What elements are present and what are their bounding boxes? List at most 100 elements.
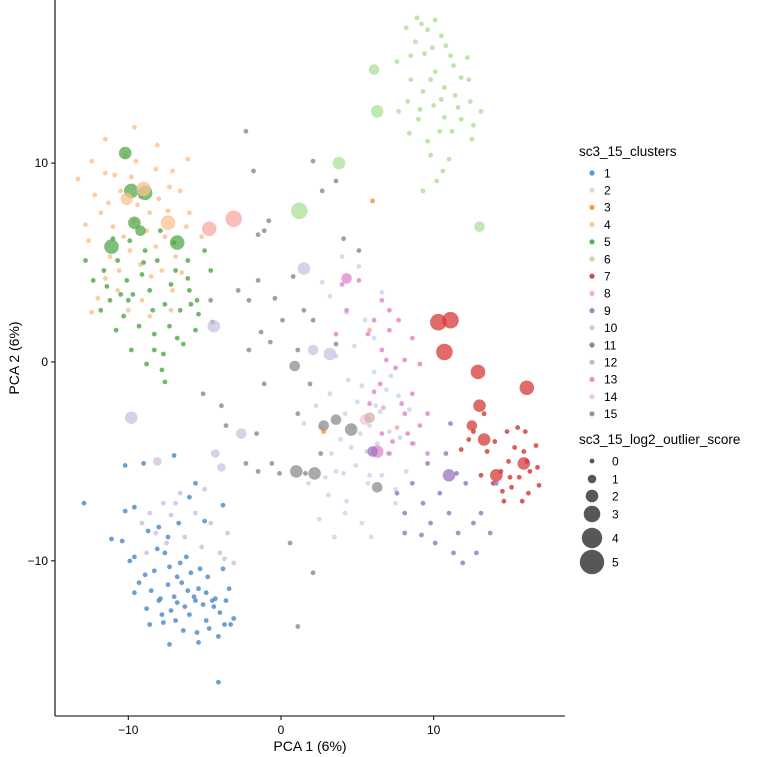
point-cluster-13 <box>339 282 345 287</box>
point-cluster-4 <box>185 156 191 162</box>
point-cluster-6 <box>408 77 414 82</box>
size-legend-swatch-0 <box>589 458 595 464</box>
point-cluster-9 <box>437 490 443 496</box>
point-cluster-10 <box>225 530 230 536</box>
legend-label-cluster-10: 10 <box>604 321 618 335</box>
legend-swatch-cluster-8 <box>589 290 595 296</box>
point-cluster-6 <box>438 97 444 102</box>
point-cluster-5 <box>136 323 142 329</box>
point-cluster-7 <box>466 437 472 442</box>
point-cluster-1 <box>177 560 183 566</box>
point-cluster-15 <box>318 451 324 456</box>
legend-swatch-cluster-7 <box>589 273 595 279</box>
point-cluster-1 <box>145 528 151 534</box>
point-cluster-4 <box>86 238 91 244</box>
point-cluster-4 <box>127 248 133 254</box>
point-cluster-4 <box>89 158 94 164</box>
point-cluster-15 <box>254 431 259 436</box>
point-cluster-1 <box>193 480 198 486</box>
point-cluster-2 <box>358 431 363 436</box>
point-cluster-6 <box>428 77 433 82</box>
point-cluster-9 <box>419 532 424 538</box>
point-cluster-2 <box>344 498 349 504</box>
outlier-point-cluster-15 <box>308 467 321 480</box>
point-cluster-15 <box>251 168 256 174</box>
legend-swatch-cluster-11 <box>589 342 595 348</box>
point-cluster-9 <box>446 510 452 516</box>
point-cluster-2 <box>342 411 348 417</box>
point-cluster-15 <box>243 461 249 466</box>
point-cluster-4 <box>133 158 139 164</box>
point-cluster-2 <box>406 407 412 413</box>
point-cluster-3 <box>370 198 375 204</box>
point-cluster-15 <box>295 411 301 417</box>
point-cluster-6 <box>443 43 449 49</box>
point-cluster-5 <box>144 361 150 367</box>
point-cluster-6 <box>452 93 458 98</box>
point-cluster-5 <box>161 351 166 357</box>
point-cluster-2 <box>359 383 365 389</box>
point-cluster-2 <box>393 500 398 506</box>
legend-label-cluster-7: 7 <box>604 270 611 284</box>
point-cluster-6 <box>442 114 447 120</box>
legend-label-cluster-6: 6 <box>604 252 611 266</box>
point-cluster-2 <box>403 469 409 474</box>
point-cluster-1 <box>167 642 172 647</box>
point-cluster-4 <box>121 234 127 240</box>
point-cluster-6 <box>425 27 430 33</box>
size-legend-title: sc3_15_log2_outlier_score <box>579 432 740 447</box>
point-cluster-13 <box>409 441 415 446</box>
point-cluster-15 <box>295 624 301 629</box>
point-cluster-13 <box>425 411 430 417</box>
point-cluster-4 <box>165 208 171 214</box>
point-cluster-13 <box>402 411 408 417</box>
point-cluster-6 <box>420 188 426 194</box>
point-cluster-2 <box>368 534 374 540</box>
point-cluster-10 <box>217 550 223 556</box>
point-cluster-6 <box>422 51 427 57</box>
point-cluster-1 <box>158 596 163 602</box>
point-cluster-13 <box>396 317 401 323</box>
point-cluster-2 <box>339 254 345 259</box>
point-cluster-2 <box>379 290 385 295</box>
point-cluster-4 <box>103 276 108 281</box>
point-cluster-1 <box>220 502 226 508</box>
outlier-point-cluster-10 <box>125 411 138 425</box>
point-cluster-7 <box>522 429 528 434</box>
point-cluster-6 <box>420 89 426 94</box>
size-legend-label-0: 0 <box>612 454 619 468</box>
outlier-point-cluster-15 <box>344 423 358 436</box>
point-cluster-1 <box>161 620 166 625</box>
point-cluster-1 <box>202 518 208 524</box>
point-cluster-15 <box>258 329 264 335</box>
point-cluster-13 <box>371 317 377 323</box>
point-cluster-2 <box>322 474 328 480</box>
point-cluster-15 <box>307 381 313 387</box>
point-cluster-1 <box>151 568 157 574</box>
point-cluster-15 <box>243 128 249 134</box>
legend-label-cluster-1: 1 <box>604 166 611 180</box>
point-cluster-2 <box>341 471 346 476</box>
point-cluster-6 <box>429 45 435 51</box>
point-cluster-7 <box>516 474 522 480</box>
point-cluster-2 <box>348 445 354 450</box>
point-cluster-1 <box>197 566 203 572</box>
point-cluster-6 <box>464 55 470 61</box>
point-cluster-4 <box>168 307 174 313</box>
point-cluster-6 <box>438 33 444 39</box>
point-cluster-15 <box>246 347 252 353</box>
outlier-point-cluster-13 <box>341 273 352 284</box>
point-cluster-4 <box>92 192 98 198</box>
point-cluster-10 <box>153 530 159 536</box>
point-cluster-4 <box>103 170 108 176</box>
point-cluster-1 <box>119 538 125 544</box>
point-cluster-1 <box>203 590 209 596</box>
point-cluster-1 <box>174 600 180 605</box>
point-cluster-13 <box>393 365 398 371</box>
point-cluster-2 <box>306 480 311 486</box>
point-cluster-6 <box>451 63 456 68</box>
point-cluster-7 <box>481 411 487 417</box>
point-cluster-15 <box>266 218 272 224</box>
point-cluster-4 <box>110 224 116 230</box>
point-cluster-15 <box>303 471 308 476</box>
